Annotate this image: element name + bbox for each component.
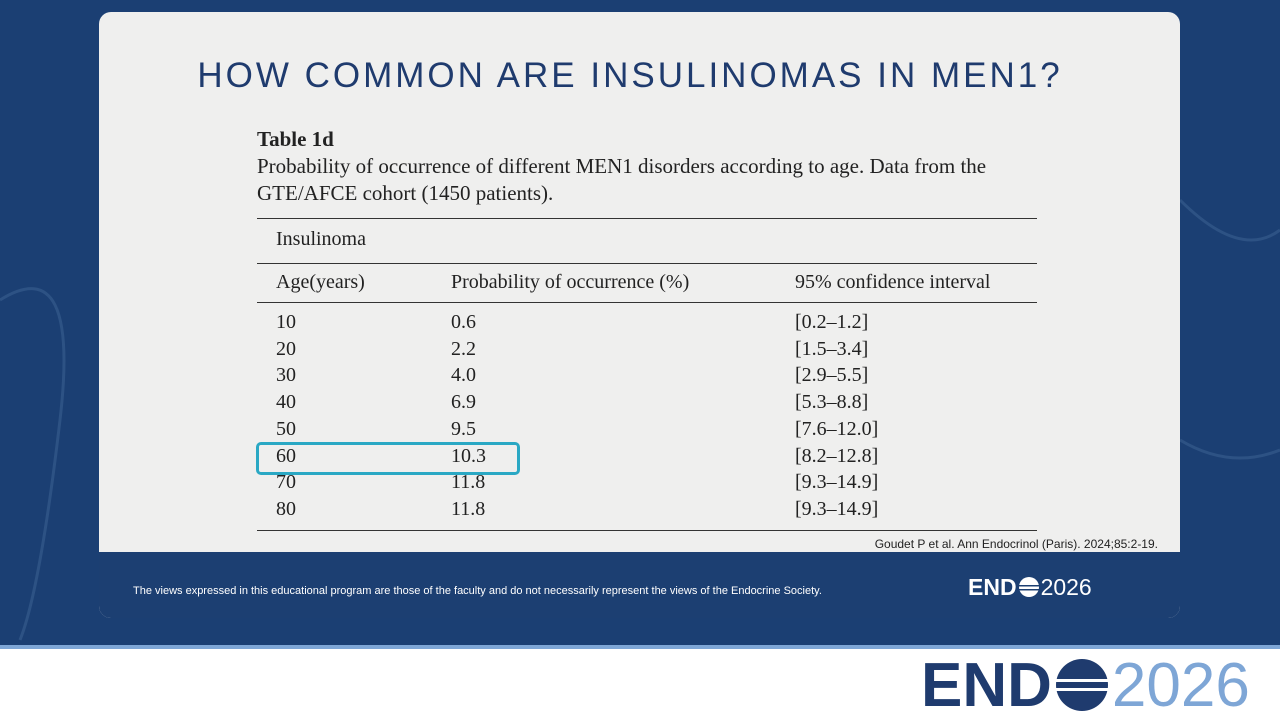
content-card bbox=[99, 12, 1180, 618]
table-cell: [7.6–12.0] bbox=[795, 417, 879, 440]
table-cell: Age(years) bbox=[276, 271, 365, 293]
table-cell: 10 bbox=[276, 311, 296, 333]
table-cell: 95% confidence interval bbox=[795, 271, 991, 293]
table-cell: [0.2–1.2] bbox=[795, 311, 869, 333]
table-cell: 9.5 bbox=[451, 417, 476, 440]
table-cell: [1.5–3.4] bbox=[795, 337, 869, 360]
group-label: Insulinoma bbox=[276, 228, 366, 250]
brand-year: 2026 bbox=[1111, 650, 1250, 720]
table-cell: [8.2–12.8] bbox=[795, 444, 879, 467]
table-description: Probability of occurrence of different M… bbox=[257, 154, 987, 205]
table-cell: 2.2 bbox=[451, 337, 476, 360]
logo-globe bbox=[1017, 577, 1040, 597]
table-cell: 10.3 bbox=[451, 444, 486, 467]
table-cell: 30 bbox=[276, 364, 296, 387]
table-caption: Table 1d bbox=[257, 127, 334, 151]
table-cell: 6.9 bbox=[451, 391, 476, 414]
table-cell: [5.3–8.8] bbox=[795, 391, 869, 414]
footer-logo: END 2026 bbox=[968, 574, 1092, 600]
rule bbox=[257, 263, 1037, 264]
table-cell: 20 bbox=[276, 337, 296, 360]
disclaimer: The views expressed in this educational … bbox=[133, 585, 822, 597]
table-cell: 70 bbox=[276, 471, 296, 494]
brand-text: END bbox=[921, 650, 1052, 720]
rule bbox=[257, 218, 1037, 219]
table-cell: 80 bbox=[276, 497, 296, 520]
table-cell: [9.3–14.9] bbox=[795, 497, 879, 520]
footer-band bbox=[99, 552, 1180, 618]
table-cell: 11.8 bbox=[451, 471, 486, 494]
logo-text: END bbox=[968, 573, 1017, 600]
table-cell: 60 bbox=[276, 444, 296, 467]
table-cell: [9.3–14.9] bbox=[795, 471, 879, 494]
table-cell: 11.8 bbox=[451, 497, 486, 520]
logo-year: 2026 bbox=[1040, 573, 1092, 600]
table-cell: 40 bbox=[276, 391, 296, 414]
highlight-box bbox=[256, 442, 520, 475]
table-cell: [2.9–5.5] bbox=[795, 364, 869, 387]
rule bbox=[257, 302, 1037, 303]
table-cell: 4.0 bbox=[451, 364, 476, 387]
citation: Goudet P et al. Ann Endocrinol (Paris). … bbox=[874, 537, 1158, 551]
table-cell: Probability of occurrence (%) bbox=[451, 271, 690, 293]
brand-logo: END 2026 bbox=[921, 650, 1250, 720]
slide-title: HOW COMMON ARE INSULINOMAS IN MEN1? bbox=[197, 56, 1063, 95]
brand-globe bbox=[1053, 659, 1110, 711]
rule bbox=[257, 530, 1037, 531]
table-cell: 50 bbox=[276, 417, 296, 440]
table-cell: 0.6 bbox=[451, 311, 476, 333]
